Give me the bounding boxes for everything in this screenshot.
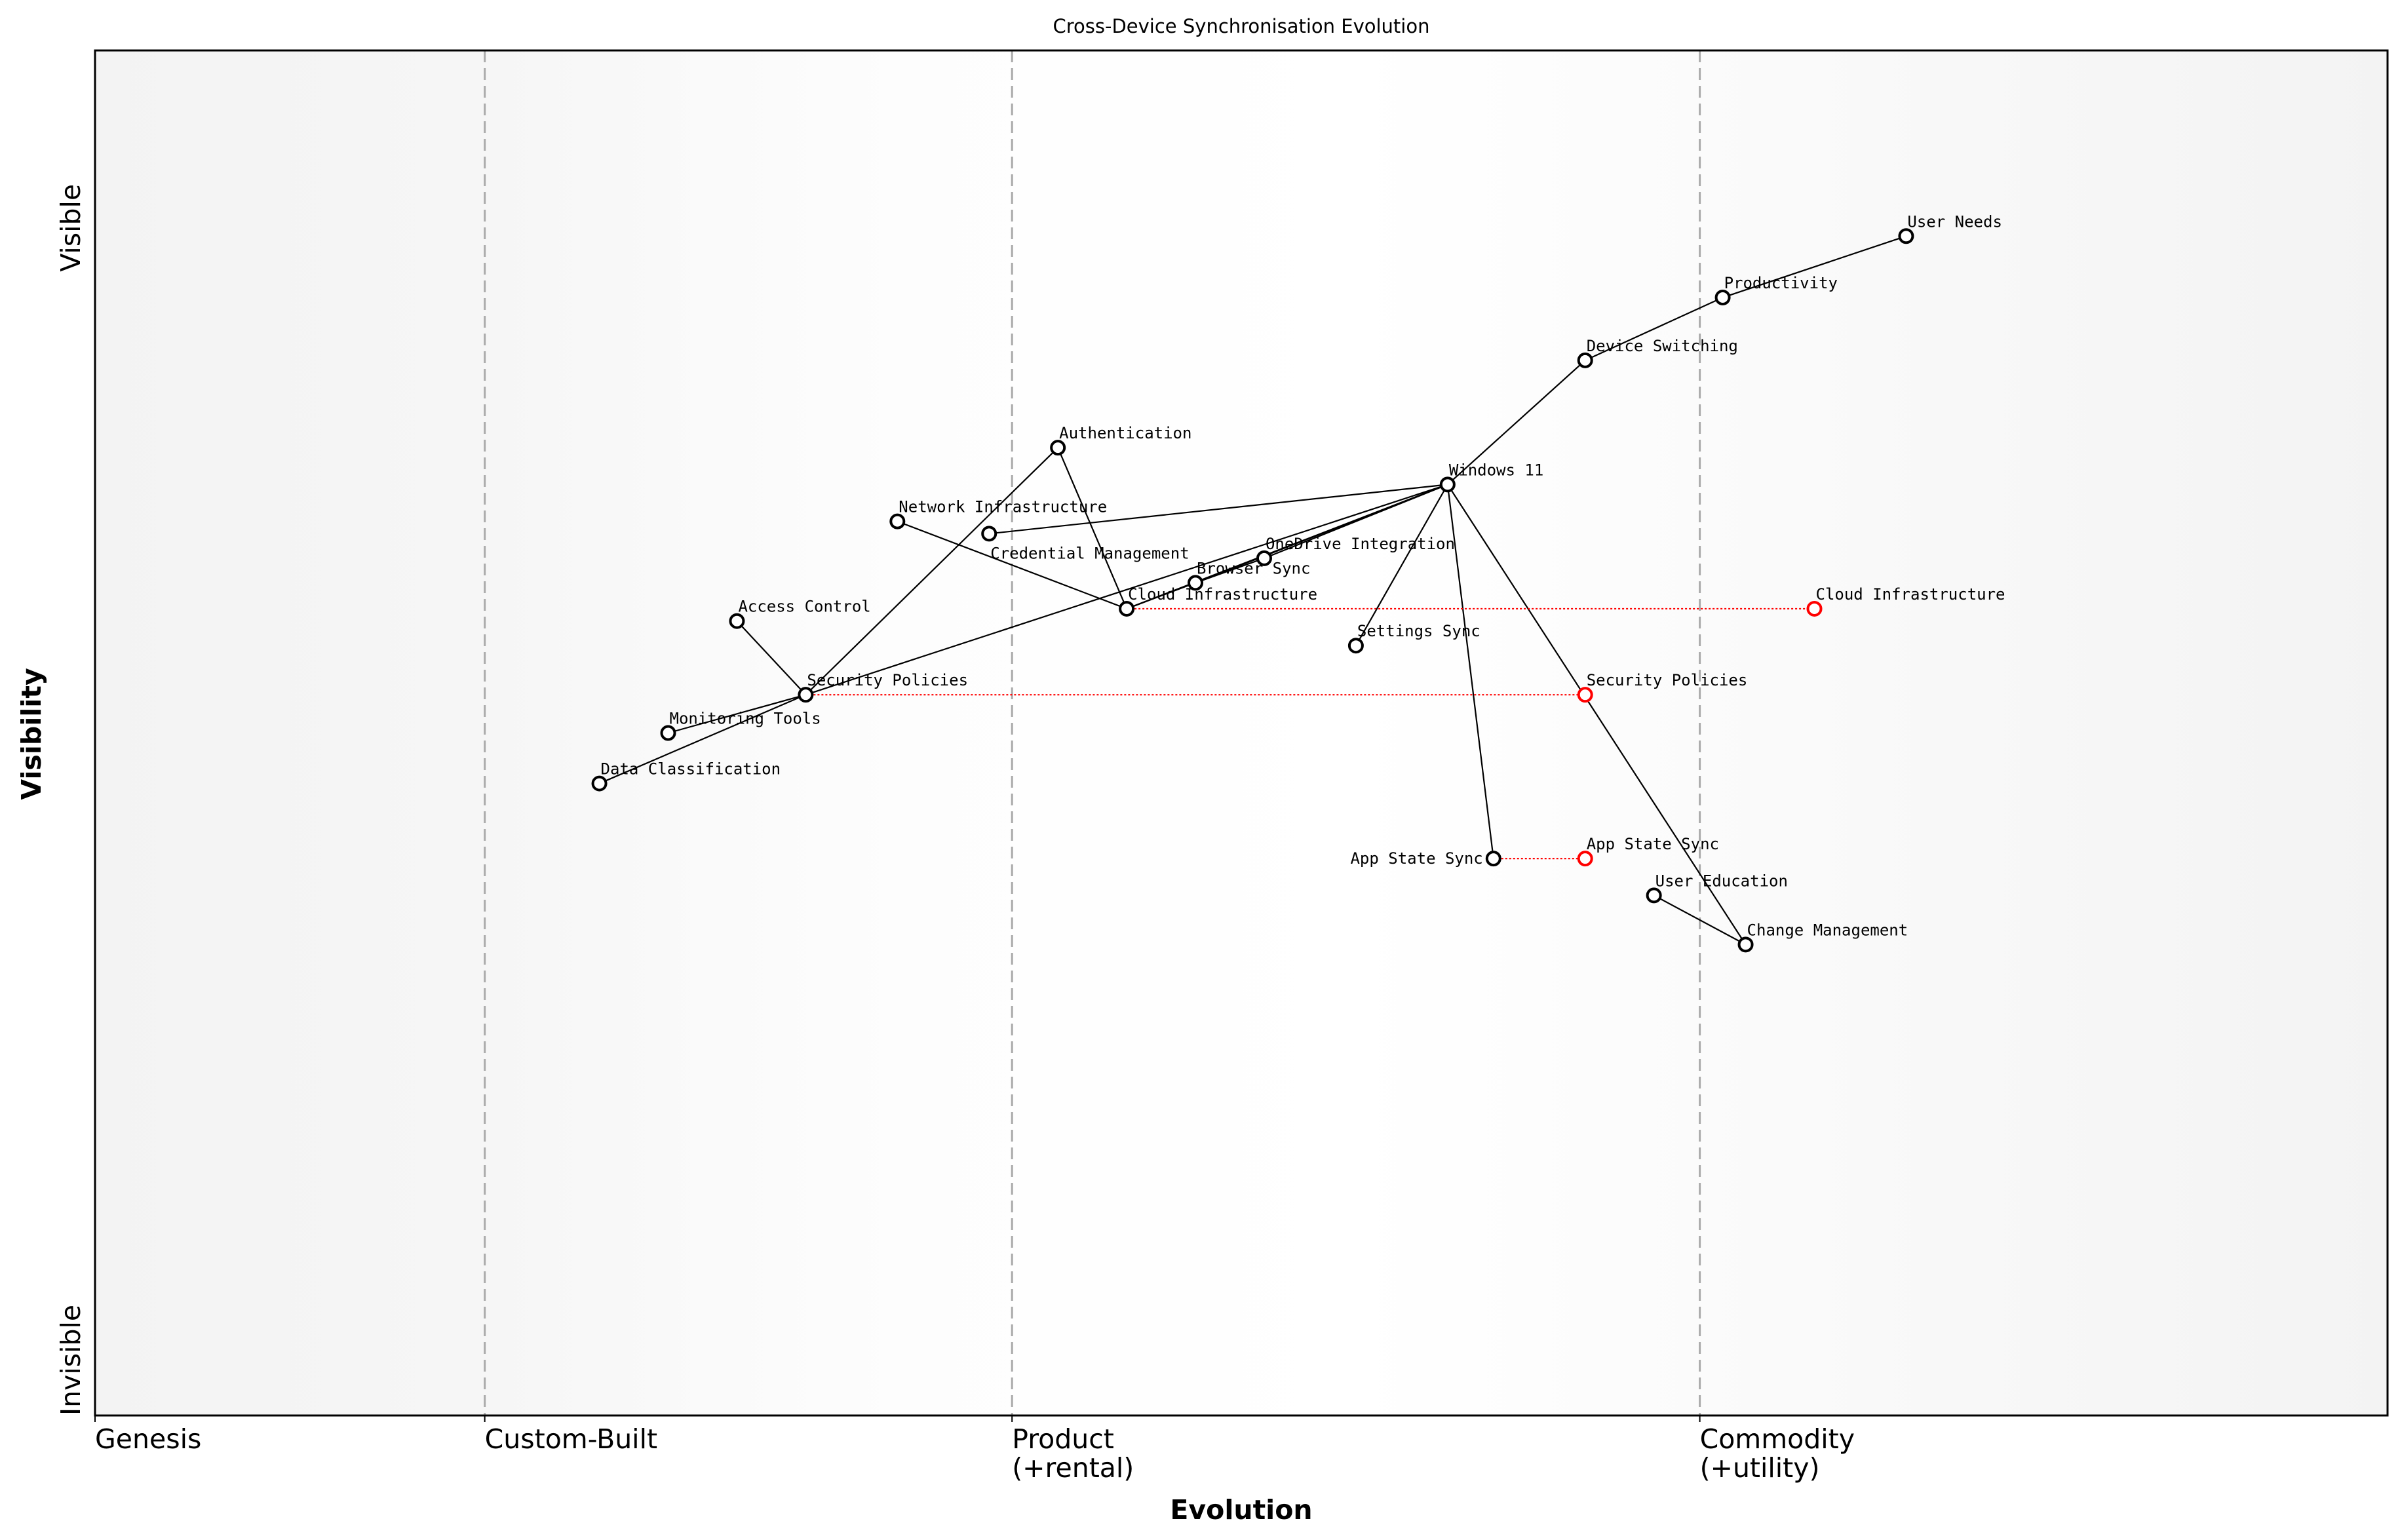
- component-label: User Needs: [1907, 212, 2002, 231]
- evolved-component-node: [1577, 851, 1593, 867]
- component-node: [1646, 887, 1662, 904]
- component-label: Browser Sync: [1197, 559, 1310, 577]
- component-node: [1898, 228, 1914, 244]
- plot-background: [95, 50, 2388, 1415]
- component-node: [660, 725, 676, 741]
- component-node: [1439, 476, 1456, 493]
- y-tick-label: Visible: [55, 184, 87, 272]
- component-label: Change Management: [1747, 921, 1908, 939]
- component-node: [1188, 575, 1204, 591]
- dependency-line: [1195, 557, 1265, 584]
- component-label: Security Policies: [807, 671, 968, 689]
- component-label: Authentication: [1059, 424, 1191, 442]
- component-label: Device Switching: [1587, 337, 1738, 355]
- component-label: Cloud Infrastructure: [1128, 585, 1317, 604]
- component-label: Data Classification: [601, 760, 781, 779]
- x-tick-label: Product (+rental): [1012, 1423, 1134, 1484]
- dependency-line: [805, 484, 1448, 696]
- component-node: [798, 687, 814, 703]
- component-label: Credential Management: [990, 544, 1189, 562]
- component-label: Settings Sync: [1357, 622, 1481, 640]
- evolved-component-label: Cloud Infrastructure: [1816, 585, 2005, 604]
- component-label: Access Control: [738, 598, 870, 616]
- component-label: Productivity: [1724, 274, 1838, 292]
- evolved-component-label: App State Sync: [1587, 835, 1719, 853]
- component-node: [1737, 936, 1754, 953]
- component-label: User Education: [1655, 872, 1788, 890]
- dependency-line: [1722, 235, 1906, 299]
- dependency-line: [1446, 484, 1747, 945]
- dependency-line: [897, 520, 1127, 609]
- dependency-line: [1446, 484, 1494, 859]
- evolved-component-label: Security Policies: [1587, 671, 1748, 689]
- component-label: Windows 11: [1449, 461, 1544, 479]
- evolved-component-node: [1806, 600, 1823, 617]
- dependency-line: [599, 694, 806, 784]
- dependency-line: [736, 620, 807, 695]
- component-label: Monitoring Tools: [670, 710, 821, 728]
- x-tick-label: Genesis: [95, 1423, 201, 1455]
- dependency-line: [1654, 895, 1747, 946]
- component-node: [889, 513, 906, 529]
- component-node: [591, 775, 608, 792]
- dependency-line: [1355, 484, 1448, 646]
- component-label: OneDrive Integration: [1266, 535, 1455, 553]
- x-tick-label: Custom-Built: [485, 1423, 657, 1455]
- x-tick-label: Commodity (+utility): [1700, 1423, 1855, 1484]
- y-axis-title: Visibility: [16, 668, 47, 799]
- dependency-line: [989, 484, 1448, 535]
- component-node: [1485, 851, 1501, 867]
- component-label: Network Infrastructure: [899, 498, 1107, 516]
- plot-frame: [94, 49, 2389, 1417]
- y-tick-label: Invisible: [55, 1305, 87, 1415]
- component-node: [729, 613, 745, 629]
- x-axis-title: Evolution: [1170, 1494, 1312, 1526]
- dependency-line: [668, 694, 806, 734]
- component-node: [981, 526, 997, 542]
- evolved-component-node: [1577, 687, 1593, 703]
- chart-title: Cross-Device Synchronisation Evolution: [1053, 15, 1430, 37]
- component-node: [1256, 550, 1272, 566]
- dependency-line: [1447, 360, 1586, 486]
- component-label: App State Sync: [1350, 849, 1482, 868]
- component-node: [1119, 600, 1135, 617]
- component-node: [1050, 440, 1066, 456]
- component-node: [1714, 290, 1731, 306]
- dependency-line: [1126, 582, 1196, 609]
- dependency-line: [805, 447, 1058, 695]
- dependency-line: [1057, 447, 1128, 609]
- component-node: [1577, 352, 1593, 368]
- dependency-line: [1585, 297, 1724, 361]
- component-node: [1347, 638, 1364, 654]
